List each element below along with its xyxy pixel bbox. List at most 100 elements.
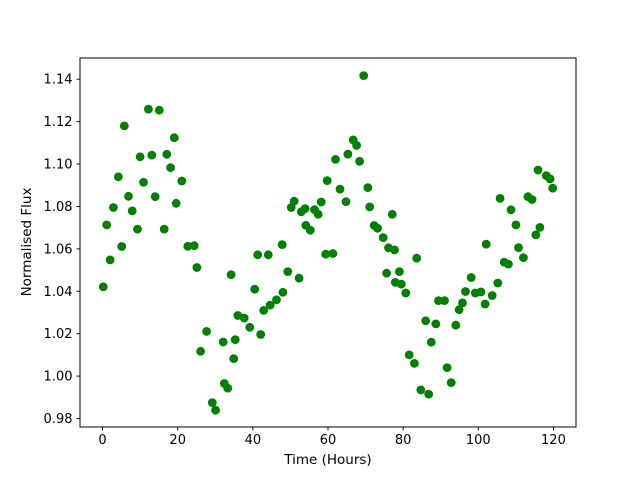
data-point bbox=[263, 250, 273, 260]
y-tick-label: 1.08 bbox=[44, 200, 73, 215]
data-point bbox=[341, 197, 351, 207]
y-axis-label: Normalised Flux bbox=[19, 187, 35, 297]
data-point bbox=[458, 298, 467, 308]
data-point bbox=[352, 141, 361, 150]
data-point bbox=[154, 105, 164, 115]
data-point bbox=[335, 184, 345, 194]
x-tick-label: 100 bbox=[466, 433, 491, 448]
data-point bbox=[412, 253, 422, 263]
data-point bbox=[511, 220, 521, 230]
data-point bbox=[289, 196, 299, 206]
data-point bbox=[272, 295, 281, 305]
data-point bbox=[259, 306, 269, 315]
data-point bbox=[359, 71, 369, 80]
data-point bbox=[211, 405, 221, 415]
y-tick-label: 1.10 bbox=[44, 158, 73, 173]
data-point bbox=[424, 389, 434, 399]
data-point bbox=[390, 245, 399, 255]
data-point bbox=[223, 383, 233, 393]
data-point bbox=[109, 203, 118, 212]
data-point bbox=[396, 279, 406, 289]
data-point bbox=[493, 278, 503, 288]
data-point bbox=[98, 282, 108, 292]
data-point bbox=[440, 296, 449, 305]
y-tick-label: 0.98 bbox=[44, 412, 73, 427]
data-point bbox=[480, 299, 490, 309]
data-point bbox=[124, 191, 133, 201]
y-tick-label: 1.04 bbox=[44, 285, 73, 300]
data-point bbox=[373, 223, 382, 233]
data-point bbox=[454, 305, 464, 315]
data-point bbox=[378, 233, 388, 243]
data-point bbox=[183, 241, 193, 251]
data-point bbox=[527, 195, 537, 204]
data-point bbox=[404, 350, 414, 360]
x-tick-label: 40 bbox=[245, 433, 262, 448]
data-point bbox=[548, 183, 558, 193]
data-point bbox=[305, 225, 315, 235]
data-point bbox=[139, 177, 148, 187]
data-point bbox=[466, 273, 476, 282]
data-point bbox=[253, 250, 263, 260]
data-point bbox=[278, 287, 288, 297]
data-point bbox=[147, 150, 157, 160]
data-point bbox=[127, 206, 137, 216]
data-point bbox=[119, 121, 129, 131]
data-point bbox=[487, 291, 497, 300]
data-point bbox=[426, 337, 436, 347]
data-point bbox=[545, 174, 555, 184]
x-axis-label: Time (Hours) bbox=[284, 452, 372, 468]
x-tick-label: 60 bbox=[320, 433, 337, 448]
data-point bbox=[192, 263, 202, 272]
data-point bbox=[514, 243, 523, 253]
data-point bbox=[105, 255, 115, 265]
data-point bbox=[321, 249, 331, 259]
data-point bbox=[461, 287, 470, 296]
data-point bbox=[250, 284, 260, 294]
y-tick-label: 1.14 bbox=[44, 73, 73, 88]
data-point bbox=[171, 198, 181, 208]
data-point bbox=[316, 197, 326, 207]
data-point bbox=[218, 337, 228, 347]
data-point bbox=[363, 183, 373, 193]
data-point bbox=[169, 133, 179, 143]
data-point bbox=[506, 205, 516, 215]
data-point bbox=[401, 288, 411, 298]
data-point bbox=[150, 192, 160, 202]
data-point bbox=[166, 163, 176, 173]
y-tick-label: 1.12 bbox=[44, 115, 73, 130]
data-point bbox=[283, 267, 293, 276]
data-point bbox=[177, 176, 187, 186]
data-point bbox=[531, 230, 541, 240]
data-point bbox=[410, 359, 419, 368]
data-point bbox=[365, 202, 375, 212]
data-point bbox=[442, 363, 452, 372]
data-point bbox=[533, 165, 543, 175]
x-tick-label: 0 bbox=[98, 433, 106, 448]
data-point bbox=[196, 346, 206, 356]
data-point bbox=[535, 223, 545, 232]
data-point bbox=[355, 156, 364, 166]
data-point bbox=[300, 204, 310, 214]
y-tick-label: 1.02 bbox=[44, 327, 73, 342]
x-tick-label: 20 bbox=[169, 433, 186, 448]
x-tick-label: 120 bbox=[541, 433, 566, 448]
data-point bbox=[294, 273, 304, 283]
data-point bbox=[382, 268, 391, 278]
data-point bbox=[162, 149, 172, 159]
plot-border bbox=[79, 57, 577, 428]
data-point bbox=[395, 267, 404, 276]
data-point bbox=[476, 287, 486, 297]
data-point bbox=[135, 152, 145, 162]
data-point bbox=[431, 319, 441, 329]
data-point bbox=[256, 330, 266, 339]
x-tick-label: 80 bbox=[395, 433, 412, 448]
data-point bbox=[343, 149, 353, 159]
data-point bbox=[117, 242, 127, 251]
y-tick-label: 1.06 bbox=[44, 242, 73, 257]
data-point bbox=[451, 320, 461, 330]
data-point bbox=[239, 313, 249, 323]
